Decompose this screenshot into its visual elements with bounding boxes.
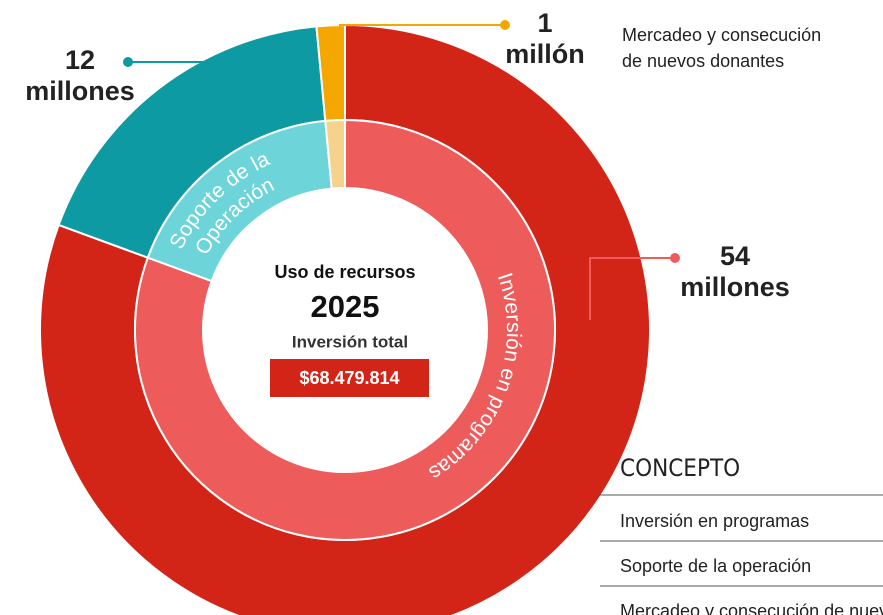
- leader-dot: [123, 57, 133, 67]
- legend-title: CONCEPTO: [620, 454, 740, 482]
- inner-slice: [134, 118, 556, 541]
- inner-slice: [324, 118, 346, 190]
- center-title: Uso de recursos: [274, 262, 415, 282]
- callout-line: de nuevos donantes: [622, 51, 784, 71]
- value-label: 12 millones: [25, 45, 135, 106]
- leader-dot: [500, 20, 510, 30]
- value-label: 54 millones: [680, 241, 790, 302]
- value-label-line: millón: [505, 39, 585, 69]
- leader-dot: [670, 253, 680, 263]
- total-label: Inversión total: [292, 332, 408, 351]
- value-label-line: 54: [720, 241, 750, 271]
- leader-line: [128, 61, 226, 125]
- leader-line: [589, 257, 675, 320]
- center-year: 2025: [311, 289, 380, 324]
- total-box: [270, 359, 429, 397]
- total-value: $68.479.814: [299, 368, 399, 388]
- legend-item: Inversión en programas: [620, 511, 809, 531]
- legend-item: Mercadeo y consecución de nuevos donante…: [620, 601, 883, 615]
- value-label: 1 millón: [505, 8, 585, 69]
- callout-line: Mercadeo y consecución: [622, 25, 821, 45]
- value-label-line: millones: [25, 76, 135, 106]
- legend-item: Soporte de la operación: [620, 556, 811, 576]
- leader-line: [339, 24, 505, 62]
- donut: [39, 23, 651, 615]
- value-label-line: millones: [680, 272, 790, 302]
- value-label-line: 12: [65, 45, 95, 75]
- value-label-line: 1: [537, 8, 552, 38]
